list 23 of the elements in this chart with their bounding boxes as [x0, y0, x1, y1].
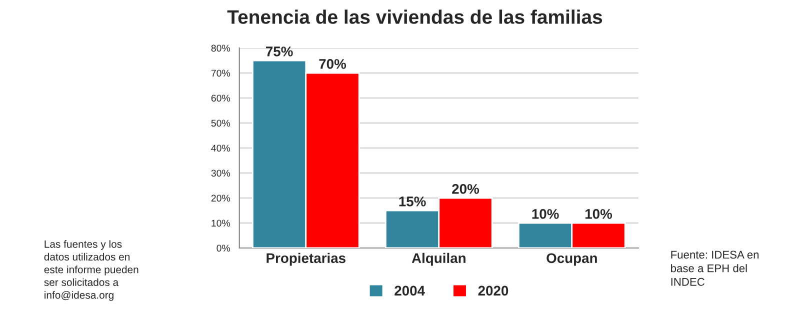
x-tick-label: Ocupan	[546, 253, 597, 266]
y-tick-label: 30%	[211, 170, 230, 177]
y-tick-label: 0%	[216, 244, 230, 252]
data-label: 70%	[319, 59, 346, 69]
data-label: 15%	[399, 196, 426, 206]
y-tick-label: 50%	[211, 120, 230, 127]
legend-label: 2004	[394, 286, 425, 296]
data-label: 10%	[585, 209, 612, 219]
legend-label: 2020	[478, 286, 508, 296]
text: Las fuentes y los datos utilizados en este informe pueden ser solicitados a info@idesa.org	[44, 240, 138, 301]
y-tick-label: 70%	[211, 70, 230, 77]
data-label: 10%	[532, 209, 559, 219]
y-tick-label: 10%	[212, 220, 230, 227]
x-tick-label: Alquilan	[412, 252, 466, 266]
y-tick-label: 20%	[211, 194, 230, 202]
y-tick-label: 80%	[211, 44, 230, 52]
x-tick-label: Propietarias	[266, 252, 346, 266]
data-label: 20%	[452, 184, 480, 194]
y-tick-label: 60%	[211, 94, 230, 102]
data-label: 75%	[266, 46, 293, 56]
chart-title: Tenencia de las viviendas de las familias	[227, 10, 602, 24]
source-note: Fuente: IDESA en base a EPH del INDEC	[671, 250, 759, 286]
y-tick-label: 40%	[211, 144, 230, 152]
